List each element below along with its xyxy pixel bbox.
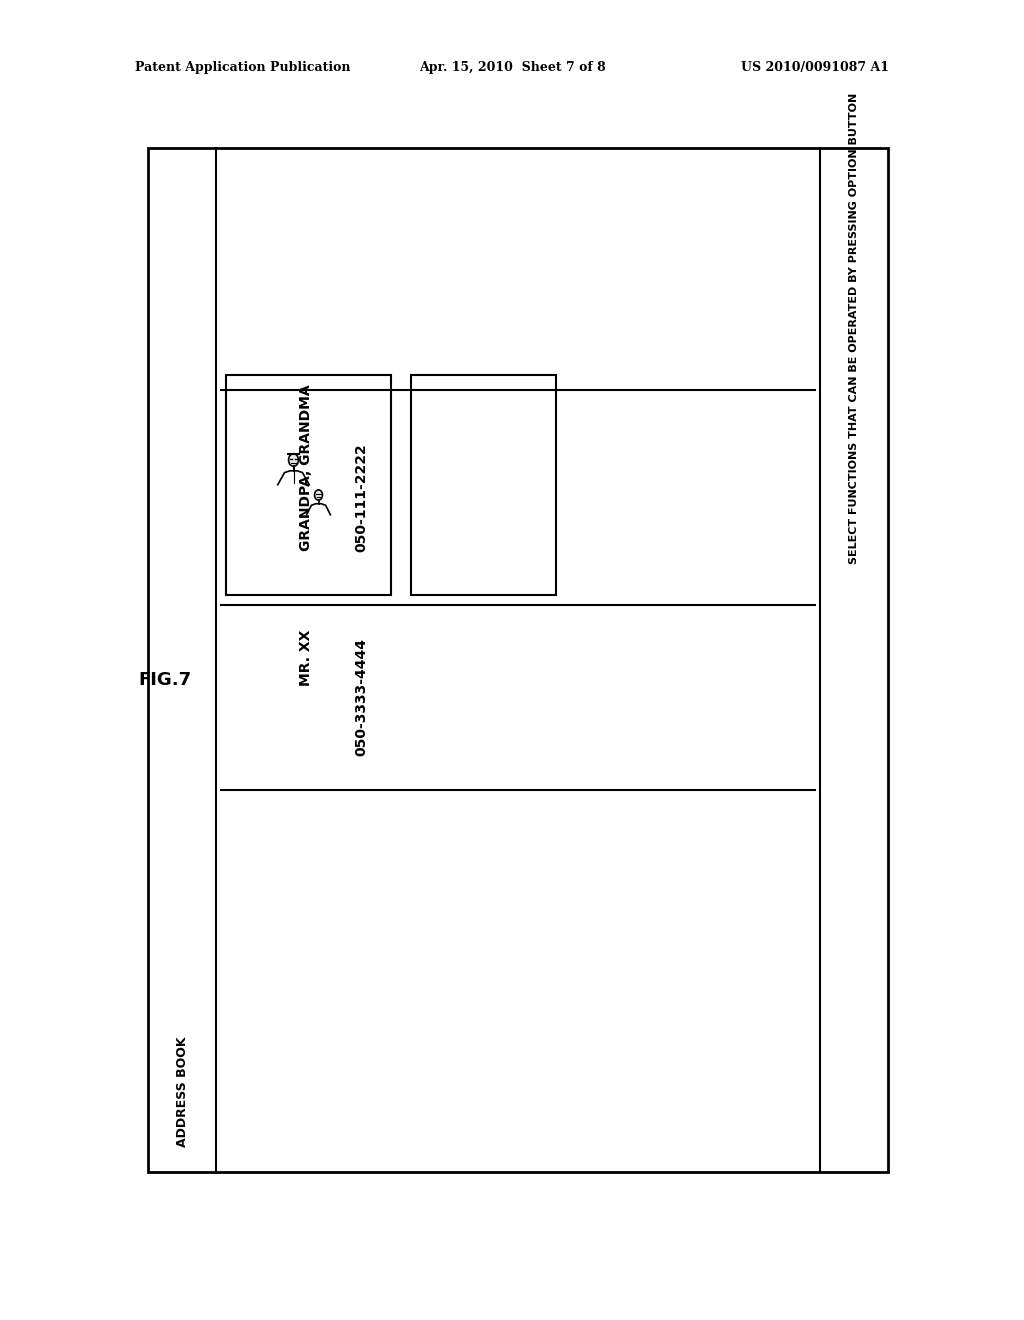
Text: 050-111-2222: 050-111-2222 (354, 444, 368, 552)
Text: MR. XX: MR. XX (299, 630, 313, 685)
Text: Patent Application Publication: Patent Application Publication (135, 62, 350, 74)
Bar (148, 148, 888, 1172)
Text: SELECT FUNCTIONS THAT CAN BE OPERATED BY PRESSING OPTION BUTTON: SELECT FUNCTIONS THAT CAN BE OPERATED BY… (849, 92, 859, 564)
Text: US 2010/0091087 A1: US 2010/0091087 A1 (741, 62, 889, 74)
Ellipse shape (314, 490, 323, 500)
Text: Apr. 15, 2010  Sheet 7 of 8: Apr. 15, 2010 Sheet 7 of 8 (419, 62, 605, 74)
Bar (226, 375, 391, 595)
Text: FIG.7: FIG.7 (138, 671, 191, 689)
Ellipse shape (289, 454, 298, 466)
Text: GRANDPA, GRANDMA: GRANDPA, GRANDMA (299, 384, 313, 550)
Text: ADDRESS BOOK: ADDRESS BOOK (175, 1036, 188, 1147)
Bar (411, 375, 556, 595)
Text: 050-3333-4444: 050-3333-4444 (354, 639, 368, 756)
